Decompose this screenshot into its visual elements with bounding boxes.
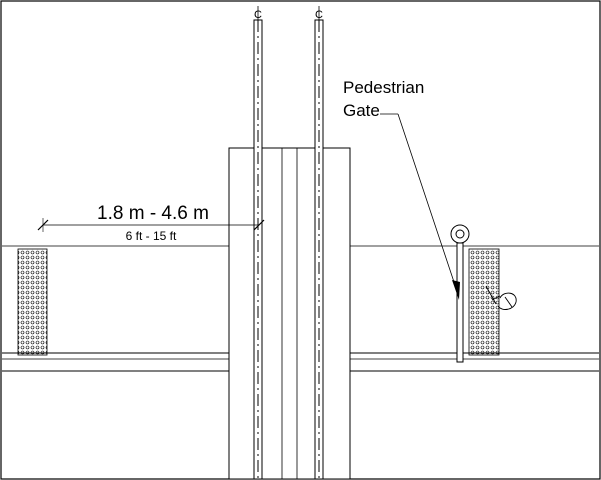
dimension-metric-label: 1.8 m - 4.6 m (97, 203, 209, 224)
pedestrian-gate-leader (380, 113, 460, 300)
crossing-panels (228, 147, 351, 480)
centerline-symbol-left: C (254, 6, 262, 21)
centerline-symbol-right: C (315, 6, 323, 21)
pedestrian-gate-label-line2: Gate (343, 101, 380, 120)
hatched-area-left (17, 248, 48, 356)
hatched-area-right (468, 248, 500, 356)
dimension-imperial-label: 6 ft - 15 ft (126, 229, 177, 243)
rail-left (253, 19, 263, 480)
pedestrian-gate (450, 224, 470, 363)
dimension-line (37, 218, 265, 232)
rail-right (314, 19, 324, 480)
gate-swing-symbol (485, 285, 517, 310)
pedestrian-gate-label-line1: Pedestrian (343, 78, 424, 97)
